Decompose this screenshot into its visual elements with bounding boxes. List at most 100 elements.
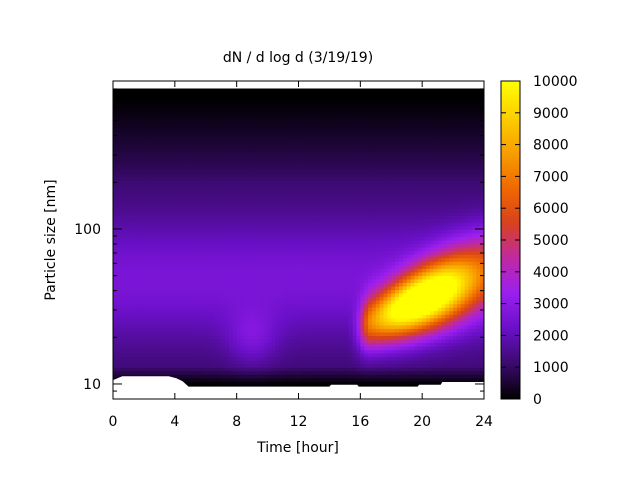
heatmap-cell bbox=[143, 285, 149, 291]
heatmap-cell bbox=[151, 194, 157, 199]
heatmap-cell bbox=[194, 141, 199, 146]
heatmap-cell bbox=[225, 109, 230, 114]
heatmap-cell bbox=[298, 197, 303, 202]
heatmap-cell bbox=[217, 303, 222, 308]
heatmap-cell bbox=[310, 282, 315, 287]
heatmap-cell bbox=[190, 225, 195, 230]
heatmap-cell bbox=[143, 271, 149, 276]
heatmap-cell bbox=[132, 317, 137, 322]
heatmap-cell bbox=[313, 204, 319, 209]
heatmap-cell bbox=[221, 264, 226, 269]
heatmap-cell bbox=[310, 324, 315, 329]
heatmap-cell bbox=[259, 254, 265, 259]
heatmap-cell bbox=[163, 243, 168, 248]
heatmap-cell bbox=[283, 261, 288, 266]
heatmap-cell bbox=[225, 137, 230, 142]
heatmap-cell bbox=[178, 349, 184, 354]
heatmap-cell bbox=[198, 353, 203, 358]
heatmap-cell bbox=[325, 335, 331, 340]
heatmap-cell bbox=[113, 126, 118, 132]
heatmap-cell bbox=[132, 303, 137, 308]
heatmap-cell bbox=[217, 130, 222, 135]
heatmap-cell bbox=[163, 123, 168, 128]
heatmap-cell bbox=[155, 119, 160, 124]
heatmap-cell bbox=[136, 225, 141, 230]
heatmap-cell bbox=[236, 119, 242, 124]
heatmap-cell bbox=[159, 264, 164, 269]
heatmap-cell bbox=[198, 275, 203, 280]
heatmap-cell bbox=[240, 257, 245, 262]
heatmap-cell bbox=[310, 289, 315, 294]
heatmap-cell bbox=[116, 360, 122, 365]
heatmap-cell bbox=[290, 95, 296, 100]
heatmap-cell bbox=[228, 194, 234, 199]
heatmap-cell bbox=[221, 363, 226, 368]
heatmap-cell bbox=[194, 254, 199, 259]
heatmap-cell bbox=[317, 172, 323, 177]
heatmap-cell bbox=[298, 356, 303, 361]
heatmap-cell bbox=[290, 367, 296, 372]
heatmap-cell bbox=[294, 321, 300, 326]
heatmap-cell bbox=[275, 377, 280, 382]
heatmap-cell bbox=[275, 314, 280, 319]
heatmap-cell bbox=[290, 98, 296, 103]
heatmap-cell bbox=[217, 250, 222, 255]
heatmap-cell bbox=[140, 134, 145, 139]
heatmap-cell bbox=[186, 211, 191, 216]
heatmap-cell bbox=[163, 314, 168, 319]
heatmap-cell bbox=[283, 353, 288, 358]
heatmap-cell bbox=[271, 381, 276, 386]
heatmap-cell bbox=[310, 275, 315, 280]
heatmap-cell bbox=[186, 296, 191, 301]
heatmap-cell bbox=[209, 88, 215, 93]
heatmap-cell bbox=[298, 335, 303, 340]
heatmap-cell bbox=[267, 126, 273, 132]
heatmap-cell bbox=[170, 123, 176, 128]
heatmap-cell bbox=[259, 367, 265, 372]
heatmap-cell bbox=[186, 187, 191, 192]
heatmap-cell bbox=[190, 381, 195, 386]
heatmap-cell bbox=[228, 278, 234, 283]
heatmap-cell bbox=[259, 158, 265, 163]
heatmap-cell bbox=[267, 331, 273, 336]
heatmap-cell bbox=[267, 353, 273, 358]
heatmap-cell bbox=[225, 165, 230, 170]
heatmap-cell bbox=[113, 317, 118, 322]
heatmap-cell bbox=[236, 126, 242, 132]
heatmap-cell bbox=[267, 130, 273, 135]
heatmap-cell bbox=[263, 349, 269, 354]
heatmap-cell bbox=[248, 331, 253, 336]
heatmap-cell bbox=[306, 194, 311, 199]
heatmap-cell bbox=[201, 197, 207, 202]
heatmap-cell bbox=[113, 282, 118, 287]
heatmap-cell bbox=[120, 363, 126, 368]
heatmap-cell bbox=[113, 353, 118, 358]
heatmap-cell bbox=[163, 307, 168, 312]
heatmap-cell bbox=[159, 88, 164, 93]
heatmap-cell bbox=[170, 225, 176, 230]
heatmap-cell bbox=[259, 335, 265, 340]
heatmap-cell bbox=[163, 254, 168, 259]
heatmap-cell bbox=[248, 190, 253, 195]
heatmap-cell bbox=[159, 254, 164, 259]
heatmap-cell bbox=[155, 183, 160, 188]
heatmap-cell bbox=[240, 201, 245, 206]
heatmap-cell bbox=[313, 194, 319, 199]
heatmap-cell bbox=[116, 151, 122, 156]
heatmap-cell bbox=[167, 158, 172, 163]
heatmap-cell bbox=[321, 240, 327, 245]
heatmap-cell bbox=[132, 370, 137, 375]
heatmap-cell bbox=[259, 275, 265, 280]
heatmap-cell bbox=[132, 261, 137, 266]
heatmap-cell bbox=[201, 141, 207, 146]
heatmap-cell bbox=[217, 151, 222, 156]
heatmap-cell bbox=[275, 176, 280, 181]
heatmap-cell bbox=[167, 335, 172, 340]
heatmap-cell bbox=[198, 285, 203, 291]
heatmap-cell bbox=[167, 112, 172, 117]
heatmap-cell bbox=[325, 247, 331, 252]
heatmap-cell bbox=[205, 112, 211, 117]
heatmap-cell bbox=[228, 381, 234, 386]
heatmap-cell bbox=[228, 215, 234, 220]
heatmap-cell bbox=[275, 264, 280, 269]
